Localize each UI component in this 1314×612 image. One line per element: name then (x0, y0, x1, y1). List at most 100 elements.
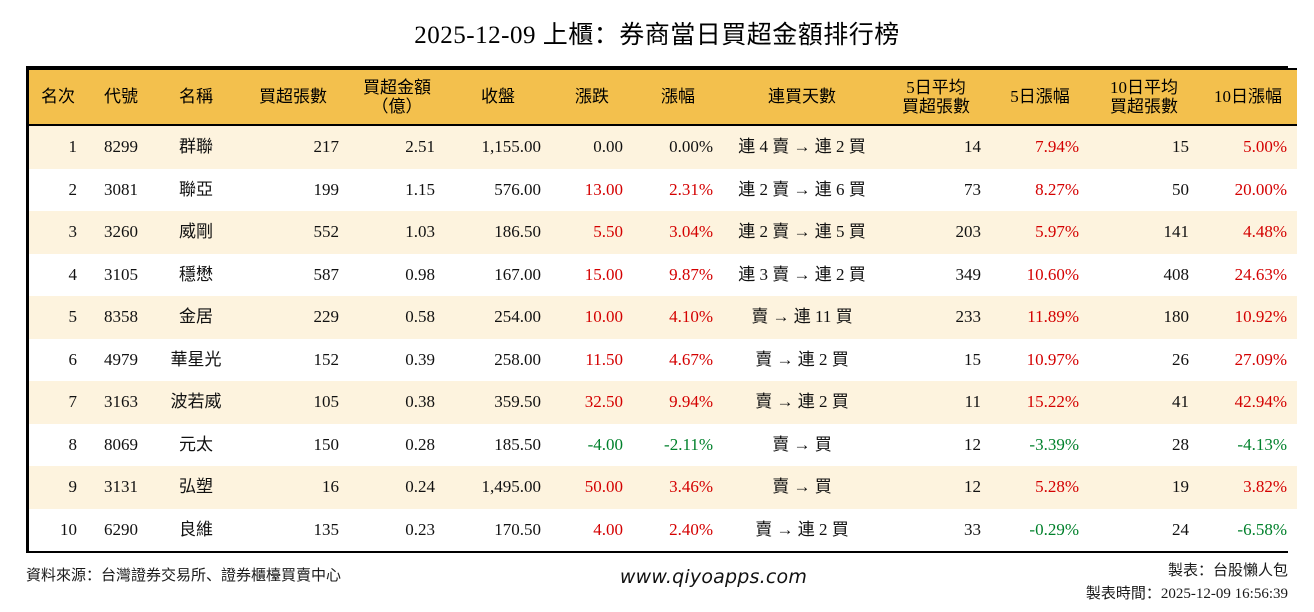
column-header-code: 代號 (87, 68, 155, 126)
column-header-amount-unit: （億） (371, 97, 423, 116)
cell-name: 聯亞 (155, 168, 237, 211)
table-row: 3 3260 威剛 552 1.03 186.50 5.50 3.04% 連 2 賣 → 連 5… (29, 211, 1297, 254)
cell-avg5-lots: 349 (881, 253, 991, 296)
cell-rank: 3 (29, 211, 87, 254)
cell-pct5: 15.22% (991, 381, 1089, 424)
cell-change-pct-value: 2.31% (669, 179, 713, 199)
column-header-change: 漲跌 (551, 68, 633, 126)
table-row: 6 4979 華星光 152 0.39 258.00 11.50 4.67% 賣 → 連 2 買… (29, 338, 1297, 381)
cell-streak: 賣 → 買 (723, 466, 881, 509)
cell-pct10-value: 42.94% (1234, 392, 1287, 411)
cell-change-value: 15.00 (584, 264, 623, 284)
cell-pct5: 5.28% (991, 466, 1089, 509)
cell-rank: 8 (29, 423, 87, 466)
cell-name: 良維 (155, 508, 237, 551)
cell-pct10-value: -4.13% (1237, 434, 1287, 454)
cell-close-price: 359.50 (445, 381, 551, 424)
cell-pct10-value: 20.00% (1234, 179, 1287, 199)
cell-buy-lots: 16 (237, 466, 349, 509)
cell-avg10-lots: 50 (1089, 168, 1199, 211)
cell-name: 元太 (155, 423, 237, 466)
column-header-lots: 買超張數 (237, 68, 349, 126)
column-header-avg5: 5日平均 買超張數 (881, 68, 991, 126)
cell-buy-lots: 199 (237, 168, 349, 211)
cell-code: 8358 (87, 296, 155, 339)
cell-code: 4979 (87, 338, 155, 381)
cell-close-price: 186.50 (445, 211, 551, 254)
cell-pct10: 3.82% (1199, 466, 1297, 509)
cell-pct10: 10.92% (1199, 296, 1297, 339)
cell-code: 6290 (87, 508, 155, 551)
cell-pct5: 11.89% (991, 296, 1089, 339)
cell-pct5-value: 10.60% (1026, 264, 1079, 284)
cell-change-value: 13.00 (584, 179, 623, 199)
cell-change-pct: 0.00% (633, 125, 723, 169)
footer-author: 製表：台股懶人包 (1167, 563, 1288, 579)
table-row: 2 3081 聯亞 199 1.15 576.00 13.00 2.31% 連 2 賣 → 連 … (29, 168, 1297, 211)
cell-buy-lots: 217 (237, 125, 349, 169)
cell-change-pct-value: -2.11% (664, 434, 713, 454)
column-header-avg10-sub: 買超張數 (1110, 97, 1178, 116)
column-header-streak: 連買天數 (723, 68, 881, 126)
cell-avg10-lots: 41 (1089, 381, 1199, 424)
column-header-rank-label: 名次 (41, 87, 75, 107)
cell-change-pct-value: 4.67% (669, 349, 713, 369)
cell-name: 威剛 (155, 211, 237, 254)
cell-avg5-lots: 15 (881, 338, 991, 381)
cell-change: 10.00 (551, 296, 633, 339)
cell-pct10-value: 27.09% (1234, 349, 1287, 369)
cell-change-pct: 4.67% (633, 338, 723, 381)
cell-code: 3163 (87, 381, 155, 424)
table-row: 8 8069 元太 150 0.28 185.50 -4.00 -2.11% 賣 → 買 12 -3… (29, 423, 1297, 466)
cell-avg5-lots: 12 (881, 423, 991, 466)
cell-change-value: 11.50 (585, 349, 623, 369)
cell-name: 穩懋 (155, 253, 237, 296)
cell-rank: 4 (29, 253, 87, 296)
cell-pct10-value: 4.48% (1243, 222, 1287, 241)
cell-pct5-value: -0.29% (1029, 519, 1079, 539)
cell-change-value: 10.00 (584, 307, 623, 326)
cell-change-value: 5.50 (593, 222, 623, 241)
cell-avg10-lots: 15 (1089, 125, 1199, 169)
column-header-close: 收盤 (445, 68, 551, 126)
cell-buy-amount: 1.15 (349, 168, 445, 211)
cell-avg5-lots: 14 (881, 125, 991, 169)
cell-close-price: 170.50 (445, 508, 551, 551)
cell-buy-lots: 105 (237, 381, 349, 424)
cell-pct10-value: 3.82% (1243, 477, 1287, 496)
cell-code: 3260 (87, 211, 155, 254)
cell-buy-lots: 152 (237, 338, 349, 381)
cell-pct10: -6.58% (1199, 508, 1297, 551)
cell-pct10-value: 24.63% (1234, 264, 1287, 284)
cell-buy-lots: 150 (237, 423, 349, 466)
cell-close-price: 167.00 (445, 253, 551, 296)
cell-change: 50.00 (551, 466, 633, 509)
cell-buy-amount: 0.58 (349, 296, 445, 339)
table-row: 9 3131 弘塑 16 0.24 1,495.00 50.00 3.46% 賣 → 買 12 5.… (29, 466, 1297, 509)
footer-meta: 製表：台股懶人包 製表時間：2025-12-09 16:56:39 (1086, 558, 1288, 607)
cell-pct5: 7.94% (991, 125, 1089, 169)
cell-pct10-value: -6.58% (1237, 519, 1287, 539)
cell-close-price: 1,495.00 (445, 466, 551, 509)
cell-avg10-lots: 180 (1089, 296, 1199, 339)
cell-streak: 賣 → 連 2 買 (723, 338, 881, 381)
column-header-avg5-label: 5日平均 (906, 77, 966, 97)
cell-change-value: 32.50 (584, 392, 623, 411)
table-header: 名次 代號 名稱 買超張數 買超金額 （億） (29, 68, 1297, 126)
cell-change-pct: 9.94% (633, 381, 723, 424)
column-header-pct: 漲幅 (633, 68, 723, 126)
cell-rank: 6 (29, 338, 87, 381)
cell-change-value: 4.00 (593, 519, 623, 539)
cell-change-pct-value: 4.10% (669, 307, 713, 326)
column-header-close-label: 收盤 (481, 87, 515, 107)
cell-pct5-value: 10.97% (1026, 349, 1079, 369)
cell-avg5-lots: 233 (881, 296, 991, 339)
cell-buy-amount: 0.38 (349, 381, 445, 424)
cell-rank: 9 (29, 466, 87, 509)
table-row: 1 8299 群聯 217 2.51 1,155.00 0.00 0.00% 連 4 賣 → 連… (29, 125, 1297, 169)
cell-avg10-lots: 19 (1089, 466, 1199, 509)
column-header-pct5: 5日漲幅 (991, 68, 1089, 126)
cell-streak: 連 2 賣 → 連 5 買 (723, 211, 881, 254)
cell-pct5: 8.27% (991, 168, 1089, 211)
